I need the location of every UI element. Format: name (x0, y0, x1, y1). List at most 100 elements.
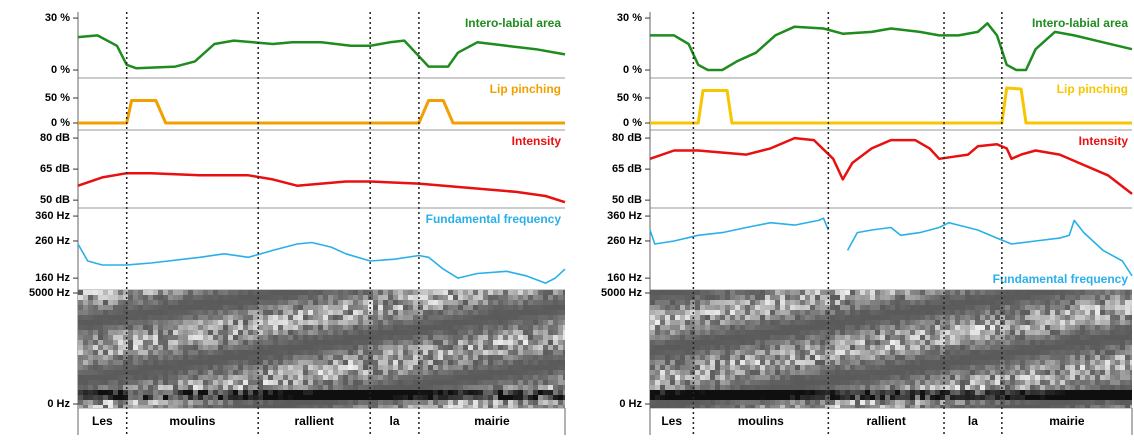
spectrogram-cell (955, 355, 960, 360)
spectrogram-cell (373, 395, 378, 400)
spectrogram-cell (710, 325, 715, 330)
spectrogram-cell (203, 305, 208, 310)
spectrogram-cell (538, 345, 543, 350)
spectrogram-cell (513, 330, 518, 335)
spectrogram-cell (108, 325, 113, 330)
spectrogram-cell (950, 335, 955, 340)
spectrogram-cell (388, 340, 393, 345)
spectrogram-cell (243, 395, 248, 400)
spectrogram-cell (348, 300, 353, 305)
spectrogram-cell (960, 400, 965, 405)
spectrogram-cell (458, 345, 463, 350)
spectrogram-cell (1050, 315, 1055, 320)
spectrogram-cell (740, 290, 745, 295)
spectrogram-cell (213, 400, 218, 405)
spectrogram-cell (313, 340, 318, 345)
spectrogram-cell (835, 350, 840, 355)
spectrogram-cell (715, 325, 720, 330)
spectrogram-cell (990, 385, 995, 390)
spectrogram-cell (650, 360, 655, 365)
spectrogram-cell (660, 345, 665, 350)
spectrogram-cell (940, 380, 945, 385)
spectrogram-cell (835, 295, 840, 300)
spectrogram-cell (403, 330, 408, 335)
spectrogram-cell (875, 300, 880, 305)
spectrogram-cell (905, 315, 910, 320)
spectrogram-cell (1040, 325, 1045, 330)
spectrogram-cell (975, 380, 980, 385)
spectrogram-cell (383, 365, 388, 370)
spectrogram-cell (795, 365, 800, 370)
spectrogram-cell (363, 380, 368, 385)
spectrogram-cell (765, 355, 770, 360)
spectrogram-cell (765, 365, 770, 370)
spectrogram-cell (533, 350, 538, 355)
spectrogram-cell (388, 310, 393, 315)
spectrogram-cell (478, 305, 483, 310)
spectrogram-cell (1060, 310, 1065, 315)
spectrogram-cell (383, 390, 388, 395)
spectrogram-cell (1035, 385, 1040, 390)
spectrogram-cell (830, 385, 835, 390)
spectrogram-cell (975, 340, 980, 345)
spectrogram-cell (303, 380, 308, 385)
spectrogram-cell (553, 335, 558, 340)
spectrogram-cell (558, 290, 563, 295)
spectrogram-cell (760, 295, 765, 300)
spectrogram-cell (443, 365, 448, 370)
spectrogram-cell (123, 390, 128, 395)
spectrogram-cell (920, 405, 925, 408)
spectrogram-cell (775, 330, 780, 335)
spectrogram-cell (148, 330, 153, 335)
spectrogram-cell (488, 305, 493, 310)
spectrogram-cell (78, 385, 83, 390)
spectrogram-cell (760, 370, 765, 375)
spectrogram-cell (338, 405, 343, 408)
spectrogram-cell (318, 395, 323, 400)
spectrogram-cell (493, 310, 498, 315)
spectrogram-cell (735, 305, 740, 310)
spectrogram-cell (343, 395, 348, 400)
spectrogram-cell (930, 315, 935, 320)
spectrogram-cell (483, 330, 488, 335)
spectrogram-cell (338, 335, 343, 340)
spectrogram-cell (183, 390, 188, 395)
spectrogram-cell (760, 355, 765, 360)
spectrogram-cell (213, 320, 218, 325)
spectrogram-cell (343, 370, 348, 375)
spectrogram-cell (870, 320, 875, 325)
spectrogram-cell (483, 320, 488, 325)
spectrogram-cell (153, 385, 158, 390)
spectrogram-cell (870, 395, 875, 400)
spectrogram-cell (538, 390, 543, 395)
spectrogram-cell (1080, 305, 1085, 310)
spectrogram-cell (258, 405, 263, 408)
spectrogram-cell (543, 400, 548, 405)
spectrogram-cell (108, 365, 113, 370)
spectrogram-cell (1085, 340, 1090, 345)
spectrogram-cell (1035, 305, 1040, 310)
spectrogram-cell (1020, 315, 1025, 320)
spectrogram-cell (418, 390, 423, 395)
spectrogram-cell (123, 360, 128, 365)
spectrogram-cell (800, 335, 805, 340)
spectrogram-cell (730, 310, 735, 315)
spectrogram-cell (1060, 305, 1065, 310)
spectrogram-cell (158, 310, 163, 315)
spectrogram-cell (1115, 365, 1120, 370)
spectrogram-cell (318, 360, 323, 365)
spectrogram-cell (458, 325, 463, 330)
spectrogram-cell (1125, 340, 1130, 345)
spectrogram-cell (433, 310, 438, 315)
spectrogram-cell (118, 360, 123, 365)
spectrogram-cell (1125, 345, 1130, 350)
spectrogram-cell (83, 375, 88, 380)
spectrogram-cell (278, 340, 283, 345)
spectrogram-cell (1005, 405, 1010, 408)
spectrogram-cell (528, 330, 533, 335)
spectrogram-cell (148, 340, 153, 345)
spectrogram-cell (308, 315, 313, 320)
spectrogram-cell (770, 290, 775, 295)
spectrogram-cell (750, 345, 755, 350)
spectrogram-cell (820, 370, 825, 375)
